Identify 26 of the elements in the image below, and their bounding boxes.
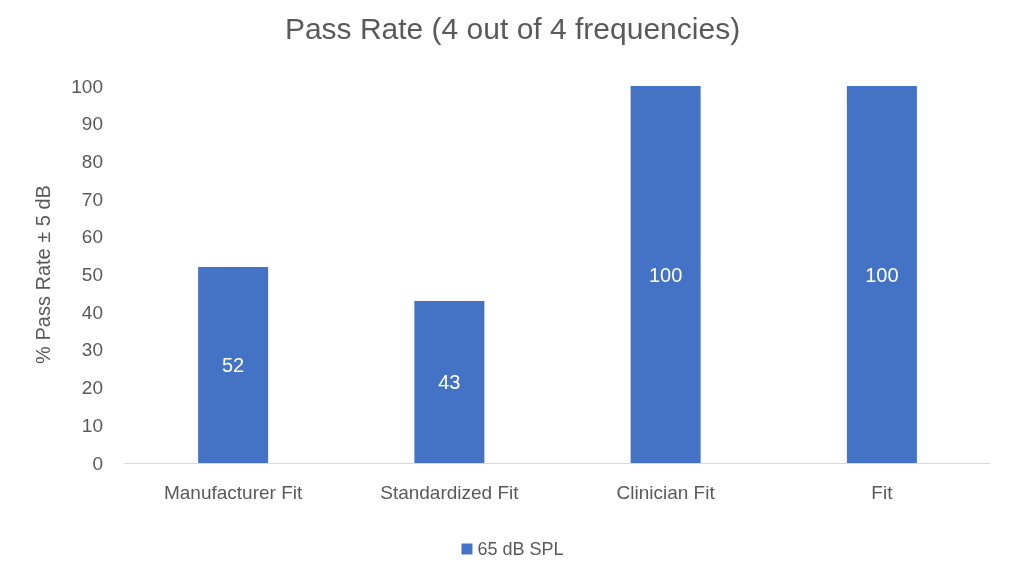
- y-tick-label: 10: [81, 414, 103, 436]
- bar: [414, 300, 485, 463]
- data-label: 100: [648, 263, 683, 286]
- y-tick-label: 70: [81, 188, 103, 210]
- y-tick-label: 40: [81, 301, 103, 323]
- y-tick-label: 50: [81, 264, 103, 285]
- bar: [846, 86, 917, 463]
- y-tick-label: 30: [81, 339, 103, 361]
- y-tick-label: 100: [71, 75, 103, 97]
- y-tick-label: 60: [81, 226, 103, 248]
- legend-label: 65 dB SPL: [477, 539, 564, 559]
- x-tick-label: Clinician Fit: [616, 482, 716, 503]
- data-label: 43: [438, 370, 461, 393]
- data-label: 52: [222, 353, 245, 376]
- y-tick-label: 80: [81, 150, 103, 172]
- x-tick-label: Fit: [871, 482, 894, 503]
- y-axis-title: % Pass Rate ± 5 dB: [32, 185, 54, 364]
- y-tick-label: 90: [81, 113, 103, 135]
- x-tick-label: Manufacturer Fit: [163, 482, 304, 503]
- data-label: 100: [865, 263, 899, 286]
- x-tick-label: Standardized Fit: [380, 482, 520, 503]
- bar: [198, 266, 269, 463]
- chart-title: Pass Rate (4 out of 4 frequencies): [284, 11, 741, 45]
- y-tick-label: 20: [81, 377, 103, 399]
- y-tick-label: 0: [92, 452, 103, 474]
- bar: [630, 86, 701, 463]
